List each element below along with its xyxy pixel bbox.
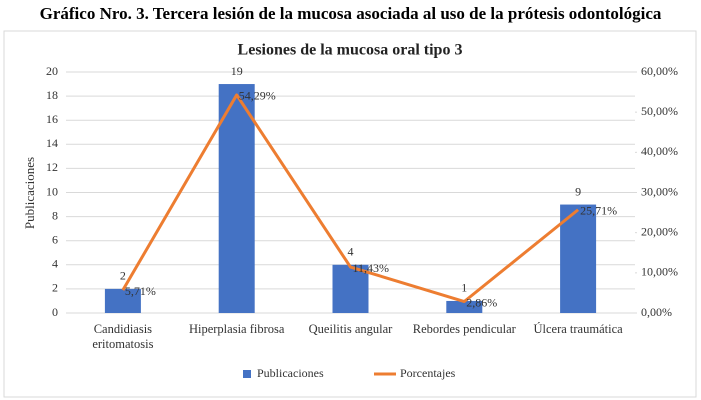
data-label: 1 <box>461 281 467 295</box>
y2-tick-label: 60,00% <box>641 64 678 78</box>
y-tick-label: 2 <box>52 281 58 295</box>
line <box>121 93 580 304</box>
data-label: 11,43% <box>353 261 390 275</box>
x-tick-label: Hiperplasia fibrosa <box>188 322 285 336</box>
y2-tick-label: 20,00% <box>641 224 678 238</box>
y-tick-label: 6 <box>52 232 58 246</box>
data-label: 2,86% <box>466 295 497 309</box>
legend-label: Publicaciones <box>257 366 324 380</box>
x-tick-label: Rebordes pendicular <box>412 322 516 336</box>
legend-label: Porcentajes <box>400 366 456 380</box>
y-tick-label: 20 <box>46 64 58 78</box>
y-tick-label: 14 <box>46 136 58 150</box>
y2-tick-label: 30,00% <box>641 184 678 198</box>
figure-caption: Gráfico Nro. 3. Tercera lesión de la muc… <box>39 4 662 23</box>
x-tick-label: Queilitis angular <box>308 322 393 336</box>
bar <box>218 84 255 313</box>
data-label: 4 <box>348 245 354 259</box>
bar <box>446 300 483 313</box>
y-tick-label: 16 <box>46 112 58 126</box>
data-label: 54,29% <box>239 89 276 103</box>
data-label: 19 <box>231 64 243 78</box>
y-axis-label: Publicaciones <box>22 157 37 229</box>
x-tick-label: Úlcera traumática <box>533 322 623 336</box>
y2-tick-label: 10,00% <box>641 265 678 279</box>
chart-title: Lesiones de la mucosa oral tipo 3 <box>238 42 463 59</box>
data-label: 9 <box>575 184 581 198</box>
y-tick-label: 0 <box>52 305 58 319</box>
data-label: 5,71% <box>125 284 156 298</box>
x-tick-label: Candidiasis eritomatosis <box>92 322 154 351</box>
legend-swatch <box>243 370 251 378</box>
y-tick-label: 8 <box>52 208 58 222</box>
bar <box>560 204 597 313</box>
y2-tick-label: 50,00% <box>641 104 678 118</box>
y-tick-label: 4 <box>52 257 58 271</box>
y-tick-label: 10 <box>46 184 58 198</box>
y2-tick-label: 0,00% <box>641 305 672 319</box>
data-label: 25,71% <box>580 203 617 217</box>
y-tick-label: 12 <box>46 160 58 174</box>
y-tick-label: 18 <box>46 88 58 102</box>
data-label: 2 <box>120 269 126 283</box>
y2-tick-label: 40,00% <box>641 144 678 158</box>
bar <box>104 288 141 313</box>
bar <box>332 264 369 313</box>
